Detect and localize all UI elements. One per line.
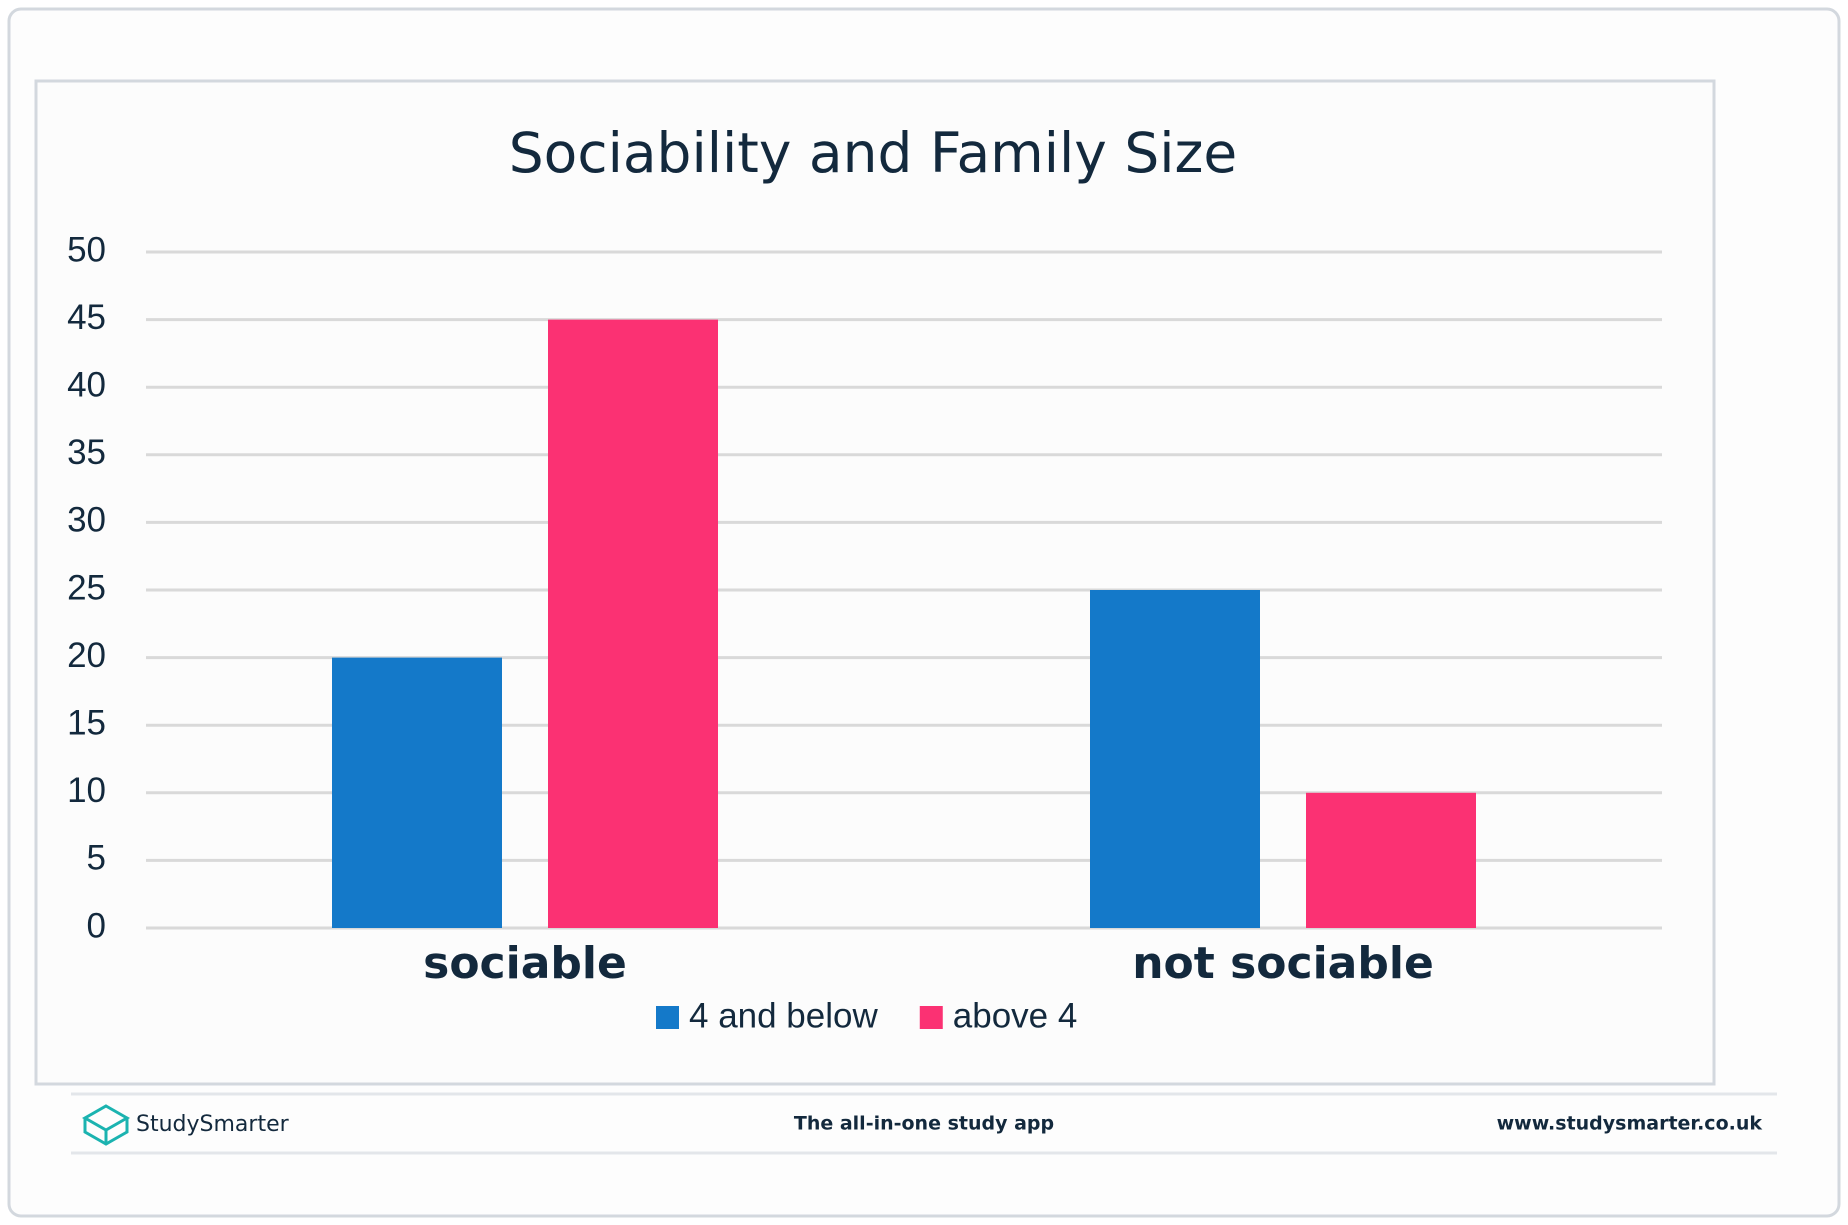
y-tick-label: 35	[67, 433, 106, 472]
legend-label: above 4	[953, 996, 1078, 1035]
y-tick-label: 20	[67, 636, 106, 675]
footer-brand: StudySmarter	[136, 1112, 290, 1137]
bar	[332, 657, 502, 928]
y-tick-label: 40	[67, 365, 106, 404]
x-tick-label: not sociable	[1132, 938, 1434, 989]
bar	[1306, 792, 1476, 928]
footer-tagline: The all-in-one study app	[794, 1113, 1054, 1135]
x-tick-label: sociable	[423, 938, 627, 989]
logo	[81, 1104, 131, 1146]
bar	[1090, 590, 1260, 928]
legend-swatch	[656, 1006, 679, 1029]
legend-swatch	[919, 1006, 943, 1029]
y-tick-label: 5	[87, 839, 106, 878]
chart-title: Sociability and Family Size	[509, 121, 1237, 185]
y-tick-label: 45	[67, 298, 106, 337]
footer-url: www.studysmarter.co.uk	[1497, 1113, 1763, 1135]
chart-frame	[34, 79, 1716, 1086]
y-tick-label: 15	[67, 703, 106, 742]
bar	[548, 319, 718, 929]
y-tick-label: 25	[67, 568, 106, 607]
y-tick-label: 0	[87, 906, 106, 945]
y-tick-label: 30	[67, 501, 106, 540]
y-tick-label: 10	[67, 771, 106, 810]
legend-label: 4 and below	[689, 996, 878, 1035]
y-tick-label: 50	[67, 230, 106, 269]
